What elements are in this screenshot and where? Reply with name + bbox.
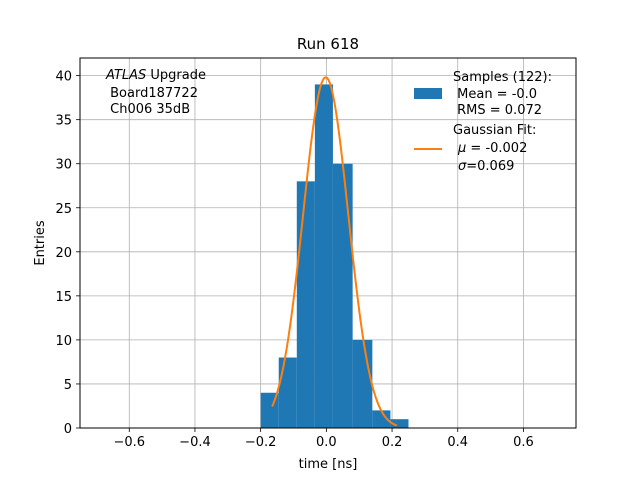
atlas-annotation: ATLAS Upgrade Board187722 Ch006 35dB xyxy=(105,68,206,117)
x-tick-label: 0.6 xyxy=(513,435,534,450)
histogram-bar xyxy=(332,163,353,428)
legend-fit-mu: μ = -0.002 xyxy=(457,141,527,156)
y-tick-label: 30 xyxy=(55,158,72,173)
histogram-bar xyxy=(352,339,373,428)
legend: Samples (122): Mean = -0.0 RMS = 0.072 G… xyxy=(414,70,552,174)
x-tick-label: 0.2 xyxy=(382,435,403,450)
y-tick-label: 15 xyxy=(55,290,72,305)
legend-samples-mean: Mean = -0.0 xyxy=(453,87,537,102)
x-tick-label: −0.6 xyxy=(113,435,145,450)
y-tick-label: 25 xyxy=(55,202,72,217)
histogram-bar xyxy=(390,419,409,428)
y-tick-label: 20 xyxy=(55,246,72,261)
x-tick-label: 0.4 xyxy=(447,435,468,450)
histogram-bar xyxy=(314,84,333,428)
y-tick-label: 10 xyxy=(55,334,72,349)
legend-mu-value: = -0.002 xyxy=(466,141,527,156)
plot-frame xyxy=(79,57,577,429)
legend-sigma-symbol: σ xyxy=(458,159,467,174)
x-axis-label: time [ns] xyxy=(299,457,358,472)
legend-samples-rms: RMS = 0.072 xyxy=(453,103,542,118)
legend-mu-symbol: μ xyxy=(457,141,466,156)
y-tick-label: 35 xyxy=(55,114,72,129)
y-tick-label: 40 xyxy=(55,70,72,85)
y-axis-ticks: 0 5 10 15 20 25 30 35 40 xyxy=(55,70,80,437)
x-tick-label: −0.2 xyxy=(245,435,277,450)
gaussian-fit-curve xyxy=(271,76,398,427)
histogram-bar xyxy=(278,357,297,428)
annotation-line-3: Ch006 35dB xyxy=(106,102,190,117)
x-axis-ticks: −0.6 −0.4 −0.2 0.0 0.2 0.4 0.6 xyxy=(113,428,534,450)
y-tick-label: 0 xyxy=(64,422,72,437)
chart-title: Run 618 xyxy=(297,35,359,53)
x-tick-label: −0.4 xyxy=(179,435,211,450)
x-tick-label: 0.0 xyxy=(316,435,337,450)
histogram-bar xyxy=(296,181,315,428)
legend-fit-sigma: σ=0.069 xyxy=(458,159,514,174)
gaussian-fit xyxy=(271,76,398,427)
y-axis-label: Entries xyxy=(33,220,48,266)
annotation-line-1: ATLAS Upgrade xyxy=(105,68,206,83)
histogram-bars xyxy=(260,84,409,428)
legend-fit-label: Gaussian Fit: xyxy=(453,123,536,138)
legend-samples-swatch xyxy=(414,88,442,99)
annotation-line-2: Board187722 xyxy=(106,86,198,101)
annotation-atlas: ATLAS xyxy=(105,68,146,83)
y-tick-label: 5 xyxy=(64,378,72,393)
histogram-bar xyxy=(372,410,391,428)
legend-samples-label: Samples (122): xyxy=(453,70,552,85)
legend-sigma-value: =0.069 xyxy=(466,159,514,174)
annotation-upgrade: Upgrade xyxy=(146,68,206,83)
